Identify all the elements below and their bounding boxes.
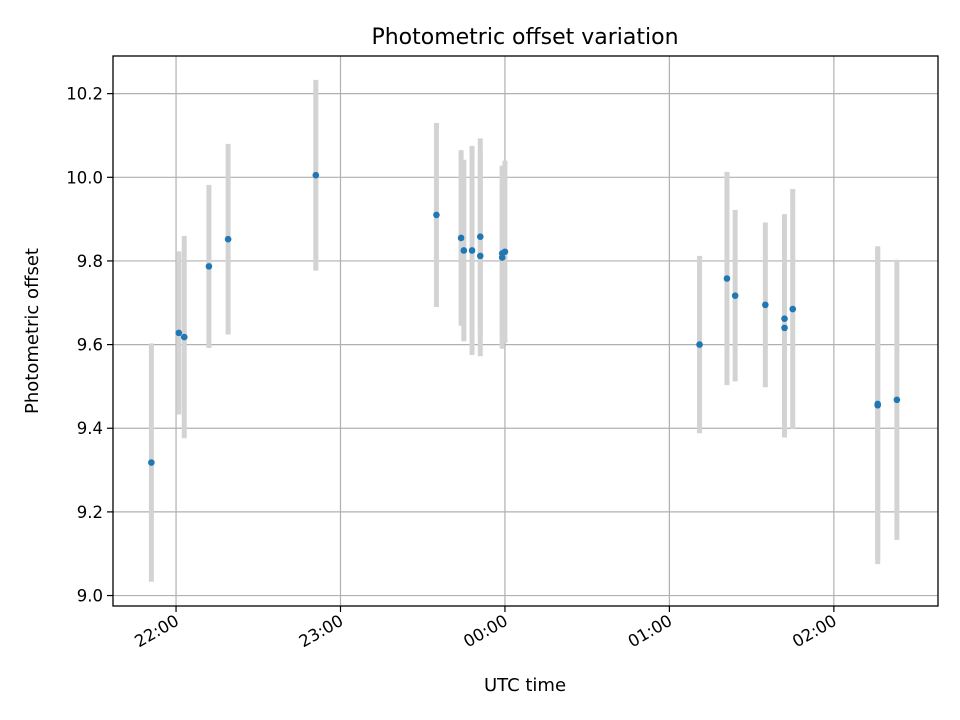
x-axis-label: UTC time	[484, 675, 566, 696]
data-point	[781, 324, 788, 332]
data-point	[433, 211, 440, 219]
y-tick-label: 9.6	[77, 336, 103, 355]
data-point	[696, 341, 703, 348]
data-points	[148, 171, 901, 466]
y-tick-label: 9.2	[77, 503, 103, 522]
y-tick-label: 9.4	[77, 419, 103, 438]
data-point	[762, 301, 769, 309]
data-point	[180, 333, 188, 341]
data-point	[893, 396, 901, 404]
data-point	[148, 459, 155, 466]
data-point	[205, 263, 213, 270]
data-point	[781, 315, 788, 322]
grid-lines	[113, 56, 938, 606]
data-point	[789, 305, 797, 313]
data-point	[874, 400, 882, 408]
plot-frame	[112, 55, 939, 607]
data-point	[468, 247, 476, 254]
data-point	[476, 252, 484, 260]
y-tick-label: 10.2	[66, 85, 103, 104]
y-tick-label: 10.0	[66, 168, 103, 187]
data-point	[501, 248, 509, 256]
data-point	[457, 234, 465, 242]
y-tick-label: 9.8	[77, 252, 103, 271]
y-axis-label: Photometric offset	[22, 248, 43, 414]
y-tick-label: 9.0	[77, 587, 103, 606]
data-point	[723, 275, 731, 282]
chart-title: Photometric offset variation	[371, 25, 678, 50]
data-point	[224, 235, 232, 243]
data-point	[731, 292, 739, 299]
data-point	[312, 171, 320, 179]
data-point	[476, 233, 484, 240]
data-point	[460, 247, 468, 254]
y-axis-ticks: 9.0 9.2 9.4 9.6 9.8 10.0 10.2	[66, 85, 113, 606]
data-point	[175, 329, 183, 337]
